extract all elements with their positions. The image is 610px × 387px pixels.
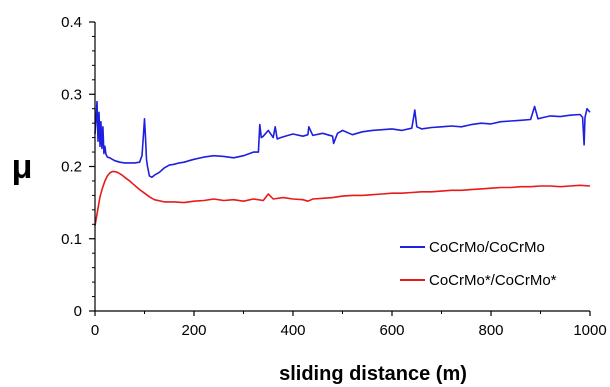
y-tick-label: 0.4 xyxy=(61,14,82,31)
x-tick-label: 1000 xyxy=(573,322,606,339)
series-layer xyxy=(94,100,591,226)
x-tick-label: 0 xyxy=(91,322,99,339)
axes xyxy=(94,22,590,312)
y-axis-title: μ xyxy=(12,148,33,186)
legend-label-cocrmo: CoCrMo/CoCrMo xyxy=(429,239,545,256)
x-tick-label: 200 xyxy=(181,322,206,339)
y-tick-label: 0.1 xyxy=(61,231,82,248)
x-ticks: 0 200 400 600 800 1000 xyxy=(91,311,607,339)
x-tick-label: 400 xyxy=(280,322,305,339)
x-tick-label: 800 xyxy=(478,322,503,339)
x-tick-label: 600 xyxy=(379,322,404,339)
y-tick-label: 0.2 xyxy=(61,159,82,176)
x-axis-title: sliding distance (m) xyxy=(279,363,467,385)
y-ticks: 0 0.1 0.2 0.3 0.4 xyxy=(61,14,95,320)
series-line-cocrmo-star xyxy=(94,170,591,226)
y-tick-label: 0 xyxy=(74,303,82,320)
series-line-cocrmo xyxy=(94,100,591,179)
legend: CoCrMo/CoCrMo CoCrMo*/CoCrMo* xyxy=(400,239,557,289)
y-tick-label: 0.3 xyxy=(61,86,82,103)
legend-label-cocrmo-star: CoCrMo*/CoCrMo* xyxy=(429,272,557,289)
